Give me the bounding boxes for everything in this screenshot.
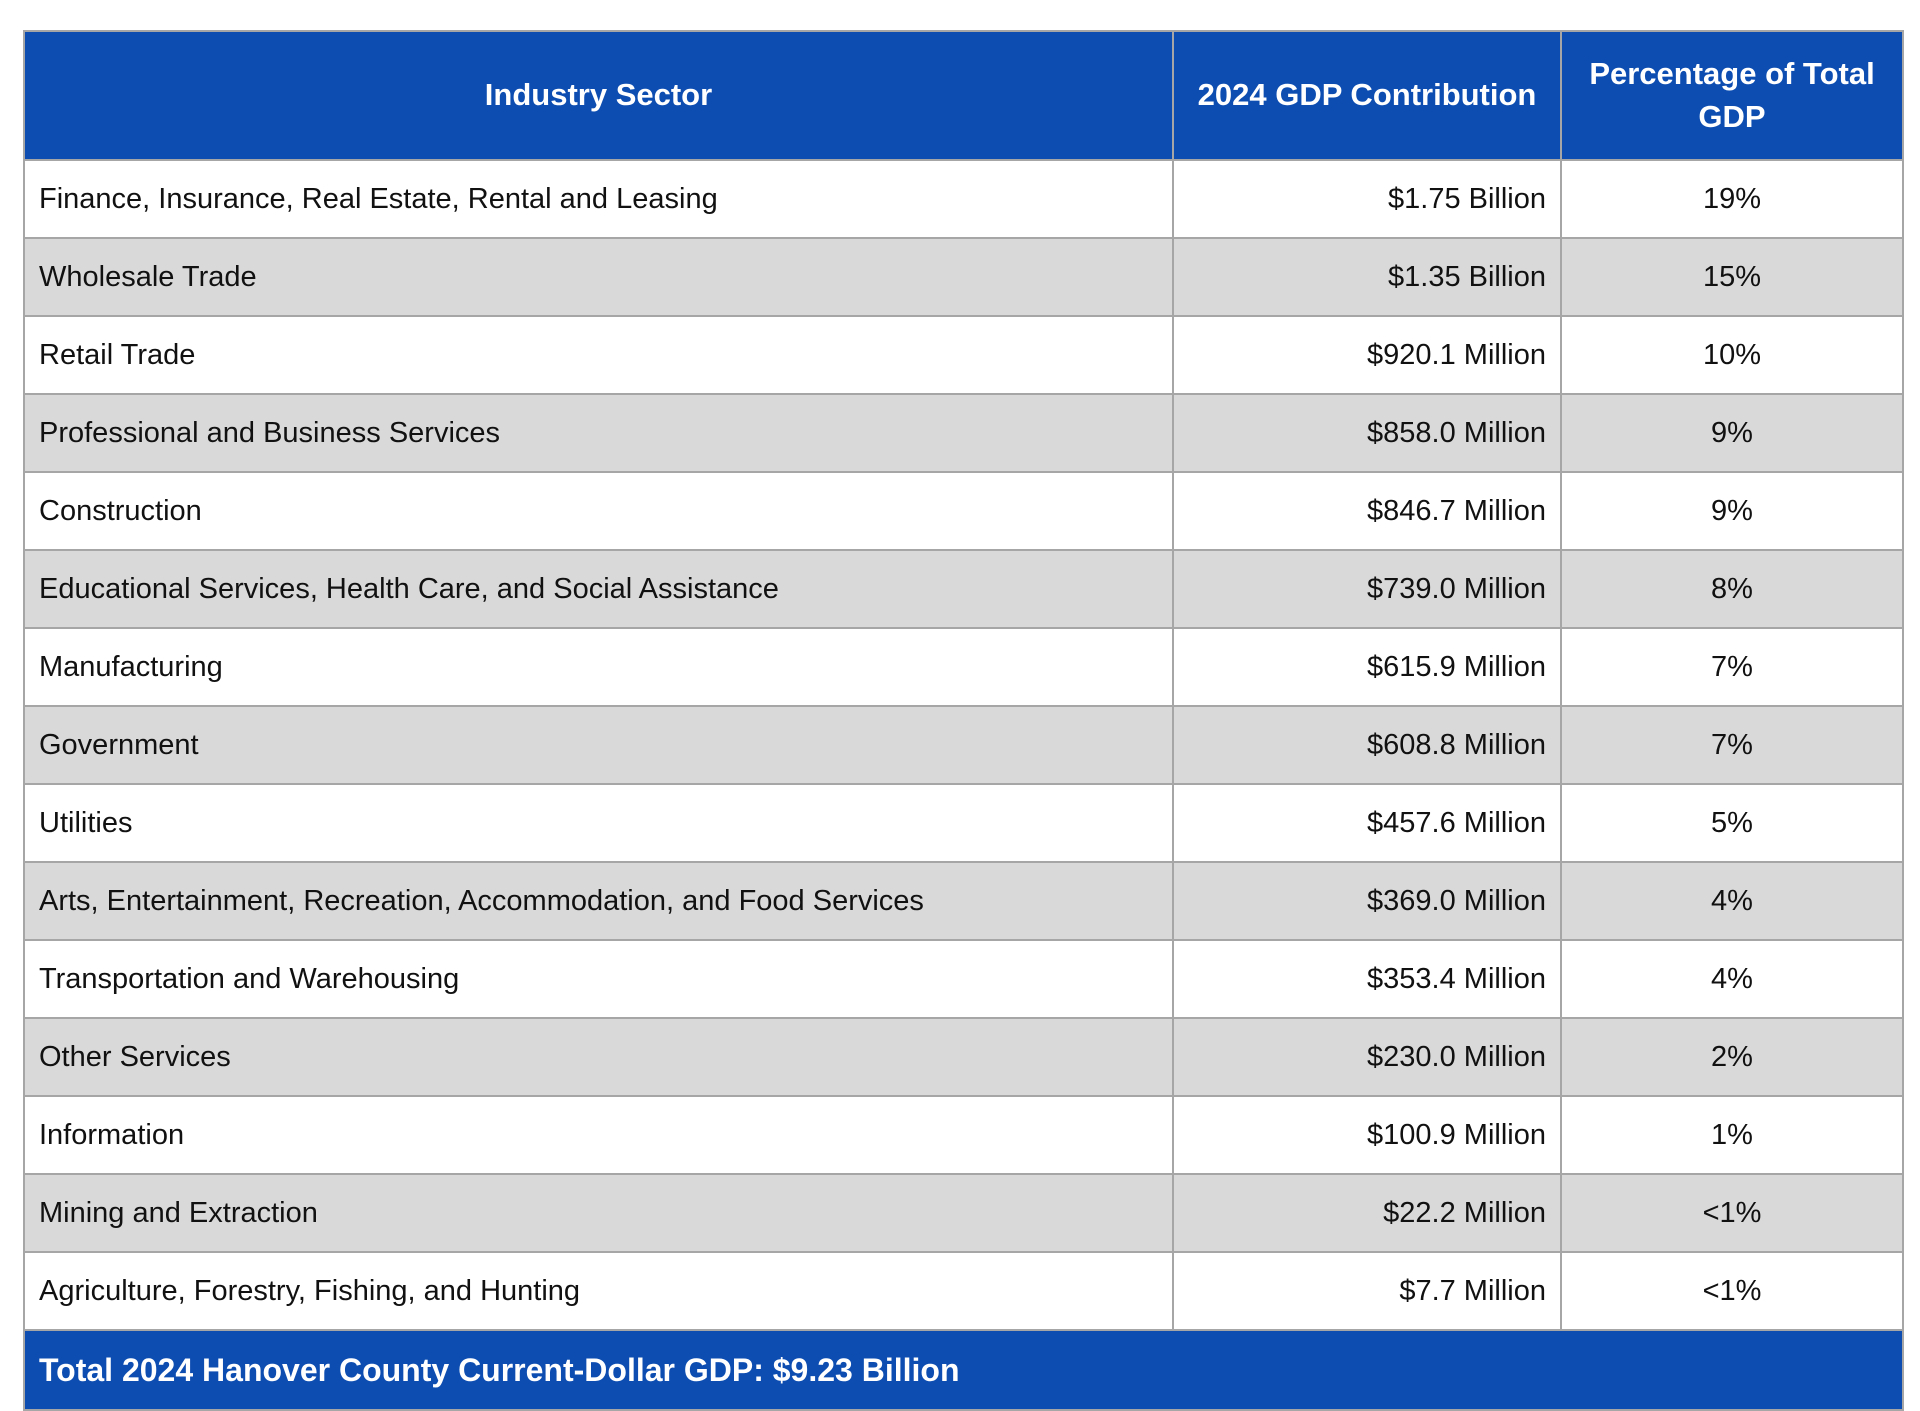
cell-percentage: 10%	[1560, 315, 1904, 395]
cell-percentage: <1%	[1560, 1251, 1904, 1331]
table-row: Manufacturing $615.9 Million 7%	[23, 627, 1904, 707]
cell-industry-sector: Professional and Business Services	[23, 393, 1174, 473]
table-row: Wholesale Trade $1.35 Billion 15%	[23, 237, 1904, 317]
cell-percentage: 5%	[1560, 783, 1904, 863]
cell-gdp-contribution: $100.9 Million	[1172, 1095, 1562, 1175]
cell-gdp-contribution: $608.8 Million	[1172, 705, 1562, 785]
cell-percentage: <1%	[1560, 1173, 1904, 1253]
column-header-gdp-contribution: 2024 GDP Contribution	[1172, 30, 1562, 161]
cell-percentage: 4%	[1560, 939, 1904, 1019]
table-row: Arts, Entertainment, Recreation, Accommo…	[23, 861, 1904, 941]
table-footer-total: Total 2024 Hanover County Current-Dollar…	[23, 1329, 1904, 1411]
table-row: Educational Services, Health Care, and S…	[23, 549, 1904, 629]
table-row: Transportation and Warehousing $353.4 Mi…	[23, 939, 1904, 1019]
table-row: Mining and Extraction $22.2 Million <1%	[23, 1173, 1904, 1253]
table-row: Agriculture, Forestry, Fishing, and Hunt…	[23, 1251, 1904, 1331]
cell-industry-sector: Other Services	[23, 1017, 1174, 1097]
column-header-industry-sector: Industry Sector	[23, 30, 1174, 161]
cell-gdp-contribution: $846.7 Million	[1172, 471, 1562, 551]
cell-industry-sector: Finance, Insurance, Real Estate, Rental …	[23, 159, 1174, 239]
cell-gdp-contribution: $739.0 Million	[1172, 549, 1562, 629]
cell-percentage: 1%	[1560, 1095, 1904, 1175]
cell-gdp-contribution: $230.0 Million	[1172, 1017, 1562, 1097]
cell-gdp-contribution: $457.6 Million	[1172, 783, 1562, 863]
cell-industry-sector: Manufacturing	[23, 627, 1174, 707]
cell-industry-sector: Mining and Extraction	[23, 1173, 1174, 1253]
table-row: Utilities $457.6 Million 5%	[23, 783, 1904, 863]
cell-gdp-contribution: $7.7 Million	[1172, 1251, 1562, 1331]
cell-gdp-contribution: $353.4 Million	[1172, 939, 1562, 1019]
cell-gdp-contribution: $858.0 Million	[1172, 393, 1562, 473]
cell-percentage: 7%	[1560, 627, 1904, 707]
cell-percentage: 7%	[1560, 705, 1904, 785]
cell-industry-sector: Construction	[23, 471, 1174, 551]
footer-row: Total 2024 Hanover County Current-Dollar…	[23, 1329, 1904, 1411]
cell-industry-sector: Government	[23, 705, 1174, 785]
cell-percentage: 4%	[1560, 861, 1904, 941]
table-row: Retail Trade $920.1 Million 10%	[23, 315, 1904, 395]
cell-gdp-contribution: $1.75 Billion	[1172, 159, 1562, 239]
table-row: Information $100.9 Million 1%	[23, 1095, 1904, 1175]
header-row: Industry Sector 2024 GDP Contribution Pe…	[23, 30, 1904, 161]
cell-percentage: 9%	[1560, 393, 1904, 473]
cell-industry-sector: Utilities	[23, 783, 1174, 863]
cell-percentage: 2%	[1560, 1017, 1904, 1097]
cell-percentage: 8%	[1560, 549, 1904, 629]
cell-industry-sector: Retail Trade	[23, 315, 1174, 395]
cell-industry-sector: Arts, Entertainment, Recreation, Accommo…	[23, 861, 1174, 941]
cell-industry-sector: Wholesale Trade	[23, 237, 1174, 317]
table-row: Other Services $230.0 Million 2%	[23, 1017, 1904, 1097]
cell-percentage: 9%	[1560, 471, 1904, 551]
column-header-percentage-total-gdp: Percentage of Total GDP	[1560, 30, 1904, 161]
cell-gdp-contribution: $615.9 Million	[1172, 627, 1562, 707]
cell-industry-sector: Educational Services, Health Care, and S…	[23, 549, 1174, 629]
table-row: Professional and Business Services $858.…	[23, 393, 1904, 473]
cell-gdp-contribution: $920.1 Million	[1172, 315, 1562, 395]
cell-industry-sector: Agriculture, Forestry, Fishing, and Hunt…	[23, 1251, 1174, 1331]
cell-percentage: 15%	[1560, 237, 1904, 317]
cell-gdp-contribution: $369.0 Million	[1172, 861, 1562, 941]
table-row: Government $608.8 Million 7%	[23, 705, 1904, 785]
cell-gdp-contribution: $22.2 Million	[1172, 1173, 1562, 1253]
gdp-table: Industry Sector 2024 GDP Contribution Pe…	[23, 30, 1904, 1411]
table-row: Finance, Insurance, Real Estate, Rental …	[23, 159, 1904, 239]
cell-gdp-contribution: $1.35 Billion	[1172, 237, 1562, 317]
cell-industry-sector: Transportation and Warehousing	[23, 939, 1174, 1019]
table-row: Construction $846.7 Million 9%	[23, 471, 1904, 551]
cell-percentage: 19%	[1560, 159, 1904, 239]
cell-industry-sector: Information	[23, 1095, 1174, 1175]
